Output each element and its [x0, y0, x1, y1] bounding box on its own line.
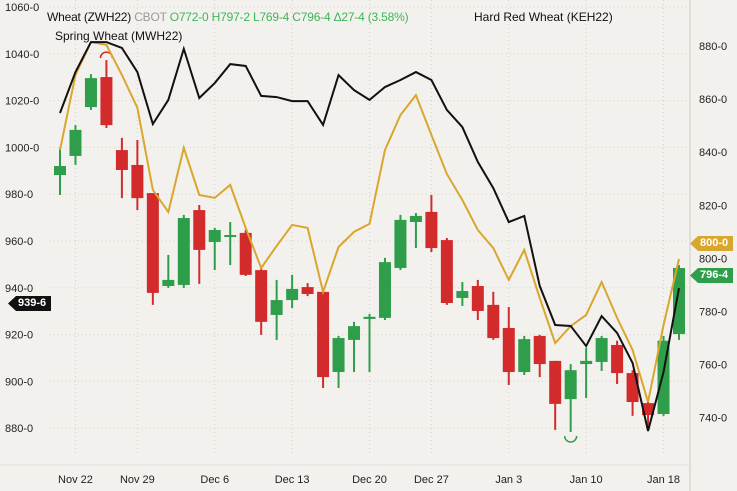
candle-up: [270, 300, 283, 315]
candle-up: [286, 288, 299, 301]
right-axis-label: 760-0: [699, 360, 727, 372]
candle-down: [487, 304, 500, 339]
candle-up: [177, 218, 190, 285]
candle-up: [69, 129, 82, 156]
candle-down: [549, 360, 562, 404]
candle-down: [239, 232, 252, 275]
x-axis-label: Nov 22: [58, 474, 93, 486]
grid: [50, 0, 690, 455]
candle-down: [115, 150, 128, 170]
candle-down: [193, 210, 206, 250]
left-axis-label: 940-0: [5, 283, 33, 295]
candle-up: [84, 78, 97, 108]
candle-up: [363, 316, 376, 319]
candle-up: [673, 267, 685, 335]
spring-price-badge: 800-0: [690, 236, 734, 251]
candle-up: [518, 339, 531, 373]
candle-down: [131, 164, 144, 199]
right-axis-label: 780-0: [699, 307, 727, 319]
legend-close: C796-4: [292, 10, 331, 24]
candle-up: [332, 338, 345, 373]
left-axis-label: 880-0: [5, 423, 33, 435]
candle-up: [595, 338, 608, 362]
candle-up: [456, 291, 469, 298]
candle-up: [224, 235, 237, 238]
left-axis-label: 1040-0: [5, 49, 39, 61]
close-price-badge: 796-4: [690, 268, 734, 283]
legend-main: Wheat (ZWH22) CBOT O772-0 H797-2 L769-4 …: [47, 10, 409, 24]
candle-up: [378, 262, 391, 318]
legend-high: H797-2: [211, 10, 250, 24]
legend-spring-wheat[interactable]: Spring Wheat (MWH22): [55, 29, 183, 43]
left-price-badge: 939-6: [8, 296, 52, 311]
candle-down: [146, 193, 159, 293]
legend-exchange: CBOT: [134, 10, 167, 24]
x-axis-label: Jan 10: [570, 474, 603, 486]
candle-up: [348, 326, 361, 340]
candle-down: [255, 270, 268, 322]
left-axis-label: 1060-0: [5, 2, 39, 14]
left-axis-label: 920-0: [5, 330, 33, 342]
left-axis-label: 900-0: [5, 376, 33, 388]
candle-down: [611, 344, 624, 374]
right-axis-label: 840-0: [699, 147, 727, 159]
x-axis-label: Jan 3: [495, 474, 522, 486]
candle-down: [100, 77, 113, 126]
right-axis-label: 820-0: [699, 200, 727, 212]
right-axis-label: 740-0: [699, 413, 727, 425]
right-axis-label: 880-0: [699, 41, 727, 53]
x-axis-label: Dec 6: [200, 474, 229, 486]
candle-down: [440, 240, 453, 304]
right-axis-label: 860-0: [699, 94, 727, 106]
legend-hard-red-wheat[interactable]: Hard Red Wheat (KEH22): [474, 10, 613, 24]
candle-down: [642, 403, 655, 416]
left-axis-label: 960-0: [5, 236, 33, 248]
legend-open: O772-0: [169, 10, 209, 24]
candle-up: [580, 360, 593, 365]
candle-down: [502, 327, 515, 373]
x-axis-label: Nov 29: [120, 474, 155, 486]
spring-wheat-line: [59, 40, 680, 403]
legend-change: Δ27-4 (3.58%): [333, 10, 409, 24]
candle-up: [162, 279, 175, 287]
x-axis-label: Dec 20: [352, 474, 387, 486]
comparison-lines: [59, 40, 680, 432]
legend-low: L769-4: [252, 10, 290, 24]
low-marker: [563, 435, 578, 443]
left-axis-label: 1000-0: [5, 142, 39, 154]
wheat-candles: [54, 51, 685, 443]
x-axis-label: Jan 18: [647, 474, 680, 486]
candle-up: [409, 215, 422, 223]
candle-down: [533, 335, 546, 365]
x-axis-label: Dec 13: [275, 474, 310, 486]
hard-red-wheat-line: [59, 41, 680, 432]
x-axis-label: Dec 27: [414, 474, 449, 486]
legend-symbol: Wheat (ZWH22): [47, 10, 132, 24]
candle-up: [54, 166, 66, 176]
left-axis-label: 980-0: [5, 189, 33, 201]
candle-down: [425, 211, 438, 249]
candle-down: [471, 286, 484, 311]
candle-up: [564, 370, 577, 400]
candle-down: [301, 287, 314, 294]
candle-up: [394, 219, 407, 268]
candle-down: [317, 291, 330, 378]
right-axis-label: 800-0: [699, 253, 727, 265]
left-axis-label: 1020-0: [5, 96, 39, 108]
candle-up: [208, 229, 221, 242]
